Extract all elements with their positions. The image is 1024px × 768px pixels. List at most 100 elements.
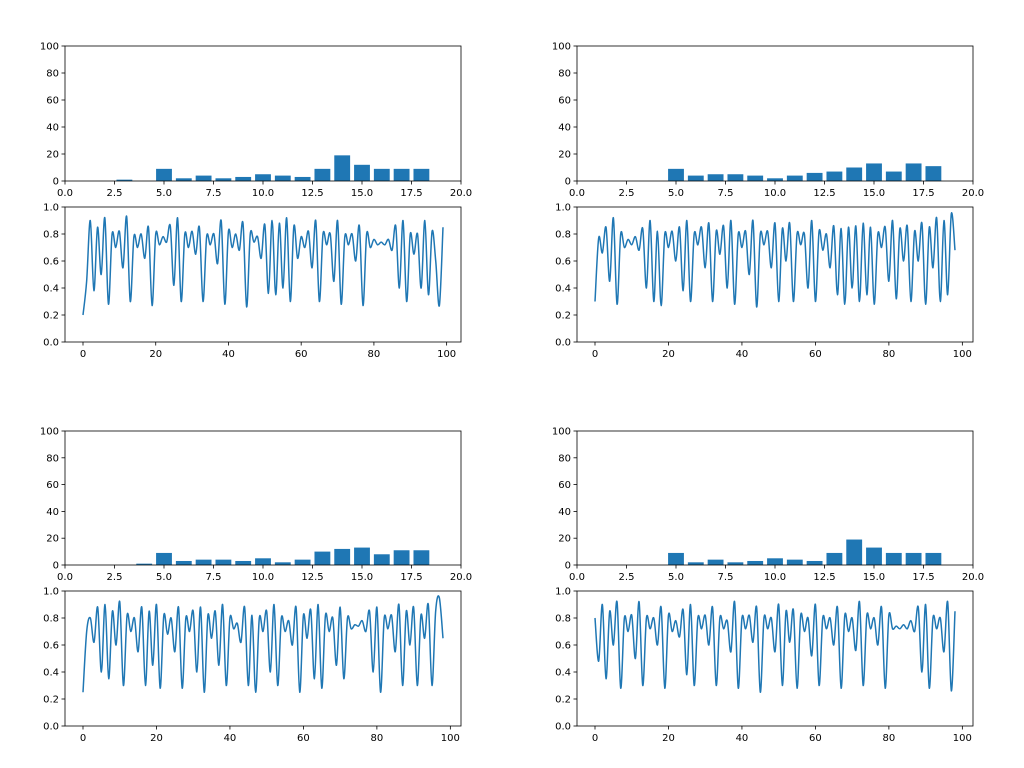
bar [156, 552, 172, 565]
y-tick-label: 0.2 [555, 695, 571, 706]
x-tick-label: 7.5 [718, 572, 734, 583]
y-tick-label: 40 [558, 123, 571, 134]
y-tick-label: 0.2 [43, 311, 59, 322]
y-tick-label: 0.0 [555, 338, 571, 349]
axes-frame [576, 45, 974, 182]
y-tick-label: 100 [40, 427, 59, 438]
y-tick-label: 0.4 [43, 668, 59, 679]
bar [767, 558, 783, 565]
bar [215, 178, 232, 181]
y-tick-label: 1.0 [555, 203, 571, 214]
bar [393, 550, 410, 565]
x-tick-label: 10.0 [252, 188, 274, 199]
bar [354, 547, 370, 565]
y-tick-label: 0.8 [555, 230, 571, 241]
x-tick-label: 0 [80, 349, 86, 360]
bar [826, 552, 843, 565]
bar [195, 559, 212, 565]
bar [747, 560, 764, 565]
x-tick-label: 17.5 [912, 188, 934, 199]
bar [175, 560, 192, 565]
y-tick-label: 0.8 [43, 614, 59, 625]
x-tick-label: 20 [662, 733, 675, 744]
y-tick-label: 0.0 [43, 338, 59, 349]
x-tick-label: 80 [368, 349, 381, 360]
x-tick-label: 15.0 [863, 188, 885, 199]
y-tick-label: 60 [558, 480, 571, 491]
bar [687, 562, 704, 565]
x-tick-label: 20 [150, 733, 163, 744]
bar [175, 178, 192, 181]
y-tick-label: 1.0 [555, 587, 571, 598]
y-tick-label: 80 [558, 453, 571, 464]
x-tick-label: 60 [809, 349, 822, 360]
top-right-bar-axes: 0.0 2.5 5.0 7.5 10.0 12.5 15.0 17.5 20.0 0 20 40 60 8… [552, 42, 984, 200]
bottom-right-bar-axes: 0.0 2.5 5.0 7.5 10.0 12.5 15.0 17.5 20.0 0 20 40 60 8… [552, 427, 984, 584]
bar [413, 550, 430, 565]
x-tick-label: 20.0 [450, 572, 472, 583]
bar [668, 552, 684, 565]
y-tick-label: 0.2 [43, 695, 59, 706]
y-tick-label: 0 [565, 177, 571, 188]
y-tick-label: 0.2 [555, 311, 571, 322]
y-tick-label: 20 [46, 534, 59, 545]
axes-frame [64, 590, 462, 727]
top-left-bar-axes: 0.0 2.5 5.0 7.5 10.0 12.5 15.0 17.5 20.0 0 20 40 60 8… [40, 42, 472, 200]
bar [846, 167, 863, 181]
x-tick-label: 7.5 [206, 572, 222, 583]
x-tick-label: 17.5 [912, 572, 934, 583]
bar [707, 559, 724, 565]
x-tick-label: 20.0 [450, 188, 472, 199]
y-tick-label: 0.8 [555, 614, 571, 625]
x-tick-label: 15.0 [351, 188, 373, 199]
y-tick-label: 20 [558, 150, 571, 161]
bar [334, 155, 351, 181]
bar [255, 558, 271, 565]
y-tick-label: 40 [46, 123, 59, 134]
x-tick-label: 20.0 [962, 572, 984, 583]
bar [707, 174, 724, 181]
x-tick-label: 5.0 [668, 188, 684, 199]
y-tick-label: 0.8 [43, 230, 59, 241]
top-left-line-axes: 0 20 40 60 80 100 0.0 0.2 0.4 0.6 0.8 1.0 [43, 203, 462, 360]
x-tick-label: 5.0 [156, 572, 172, 583]
bar [866, 163, 882, 181]
x-tick-label: 5.0 [156, 188, 172, 199]
x-tick-label: 0.0 [57, 572, 73, 583]
bar [687, 175, 704, 181]
x-tick-label: 80 [371, 733, 384, 744]
bar [393, 168, 410, 181]
x-tick-label: 20.0 [962, 188, 984, 199]
x-tick-label: 60 [295, 349, 308, 360]
x-tick-label: 60 [809, 733, 822, 744]
y-tick-label: 0.6 [555, 257, 571, 268]
y-tick-label: 0 [53, 177, 59, 188]
bar [294, 559, 311, 565]
bar [136, 563, 153, 565]
y-tick-label: 0.4 [555, 668, 571, 679]
x-tick-label: 100 [441, 733, 460, 744]
bar [255, 174, 271, 181]
y-tick-label: 60 [46, 96, 59, 107]
x-tick-label: 80 [883, 349, 896, 360]
bar [314, 551, 331, 565]
bar [767, 178, 783, 181]
y-tick-label: 0.6 [43, 641, 59, 652]
bar [786, 559, 803, 565]
x-tick-label: 100 [953, 349, 972, 360]
y-tick-label: 0.6 [555, 641, 571, 652]
x-tick-label: 17.5 [400, 572, 422, 583]
y-tick-label: 60 [46, 480, 59, 491]
bar [885, 552, 902, 565]
bar [747, 175, 764, 181]
x-tick-label: 2.5 [619, 572, 635, 583]
x-tick-label: 100 [953, 733, 972, 744]
x-tick-label: 5.0 [668, 572, 684, 583]
bar [314, 168, 331, 181]
bar [905, 552, 922, 565]
x-tick-label: 7.5 [718, 188, 734, 199]
y-tick-label: 20 [558, 534, 571, 545]
x-tick-label: 60 [297, 733, 310, 744]
y-tick-label: 1.0 [43, 203, 59, 214]
x-tick-label: 0.0 [569, 572, 585, 583]
